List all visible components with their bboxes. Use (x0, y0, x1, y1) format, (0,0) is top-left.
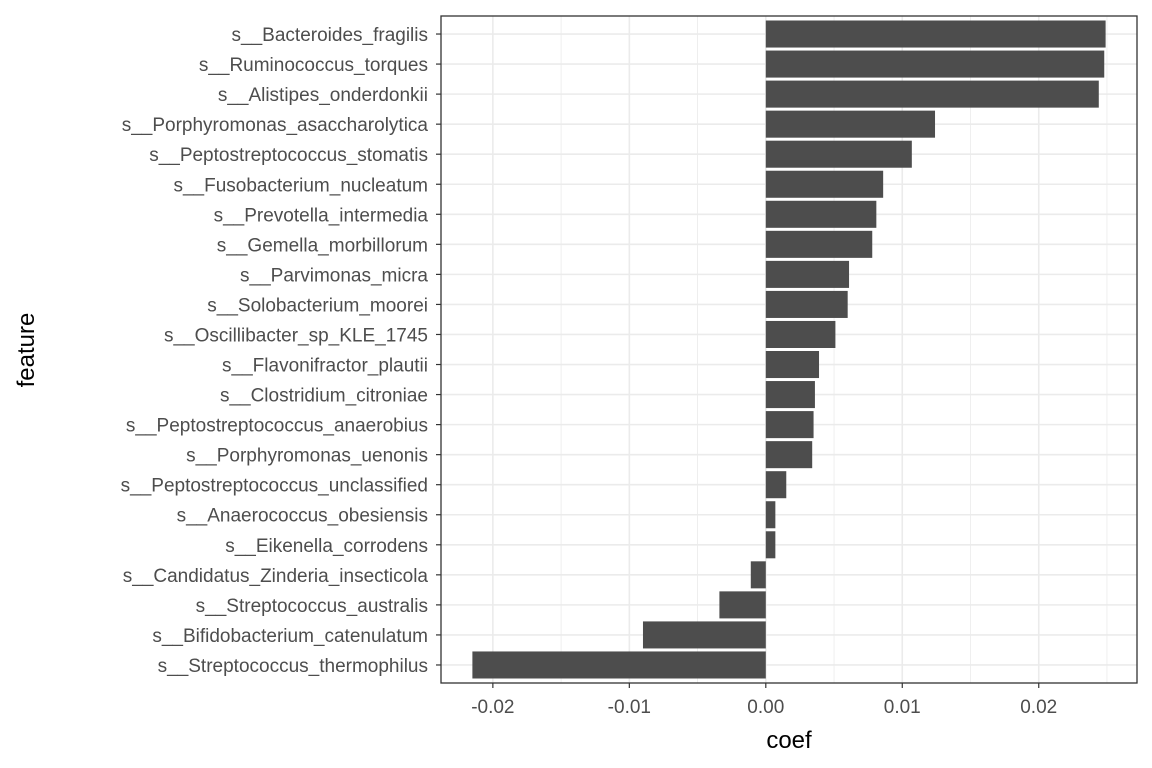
y-tick-label: s__Candidatus_Zinderia_insecticola (123, 566, 429, 587)
y-tick-label: s__Solobacterium_moorei (207, 295, 428, 316)
bar (765, 110, 936, 138)
y-tick-label: s__Eikenella_corrodens (225, 536, 428, 557)
y-tick-label: s__Oscillibacter_sp_KLE_1745 (164, 325, 428, 346)
y-tick-label: s__Porphyromonas_uenonis (186, 446, 428, 467)
y-tick-label: s__Prevotella_intermedia (214, 205, 429, 226)
x-tick-label: -0.01 (608, 697, 651, 718)
plot-panel-border (440, 15, 1138, 684)
bar (765, 531, 776, 559)
y-tick-label: s__Porphyromonas_asaccharolytica (122, 115, 429, 136)
bar (765, 501, 776, 529)
x-axis-title: coef (766, 727, 812, 754)
bar (765, 80, 1099, 108)
y-tick-label: s__Clostridium_citroniae (220, 386, 428, 407)
bar (642, 621, 766, 649)
x-tick-label: -0.02 (471, 697, 514, 718)
bar (765, 200, 877, 228)
y-tick-label: s__Parvimonas_micra (240, 265, 428, 286)
y-tick-label: s__Gemella_morbillorum (217, 235, 428, 256)
x-tick-label: 0.01 (884, 697, 921, 718)
y-tick-label: s__Streptococcus_australis (196, 596, 428, 617)
y-tick-label: s__Ruminococcus_torques (199, 55, 428, 76)
bar (765, 381, 815, 409)
y-tick-label: s__Anaerococcus_obesiensis (177, 506, 428, 527)
bar (765, 230, 873, 258)
y-tick-label: s__Streptococcus_thermophilus (158, 656, 428, 677)
bar (765, 20, 1106, 48)
bars (472, 20, 1106, 679)
bar (765, 411, 814, 439)
bar (719, 591, 766, 619)
x-axis: -0.02 -0.01 0.00 0.01 0.02 (471, 683, 1057, 718)
bar (765, 441, 813, 469)
y-tick-label: s__Peptostreptococcus_anaerobius (126, 416, 428, 437)
y-tick-label: s__Flavonifractor_plautii (222, 356, 428, 377)
x-tick-label: 0.02 (1020, 697, 1057, 718)
y-axis-title: feature (13, 313, 40, 388)
y-tick-label: s__Alistipes_onderdonkii (218, 85, 428, 106)
bar (765, 471, 787, 499)
y-tick-label: s__Peptostreptococcus_stomatis (149, 145, 428, 166)
bar (472, 651, 766, 679)
y-tick-label: s__Peptostreptococcus_unclassified (121, 476, 428, 497)
bar (750, 561, 766, 589)
y-axis: s__Bacteroides_fragilis s__Ruminococcus_t… (121, 25, 441, 677)
y-tick-label: s__Bifidobacterium_catenulatum (152, 626, 428, 647)
y-tick-label: s__Fusobacterium_nucleatum (173, 175, 428, 196)
y-tick-label: s__Bacteroides_fragilis (232, 25, 428, 46)
bar (765, 50, 1105, 78)
bar (765, 290, 848, 318)
bar (765, 140, 912, 168)
bar (765, 351, 820, 379)
x-tick-label: 0.00 (747, 697, 784, 718)
bar (765, 260, 850, 288)
bar (765, 170, 884, 198)
bar (765, 320, 836, 348)
